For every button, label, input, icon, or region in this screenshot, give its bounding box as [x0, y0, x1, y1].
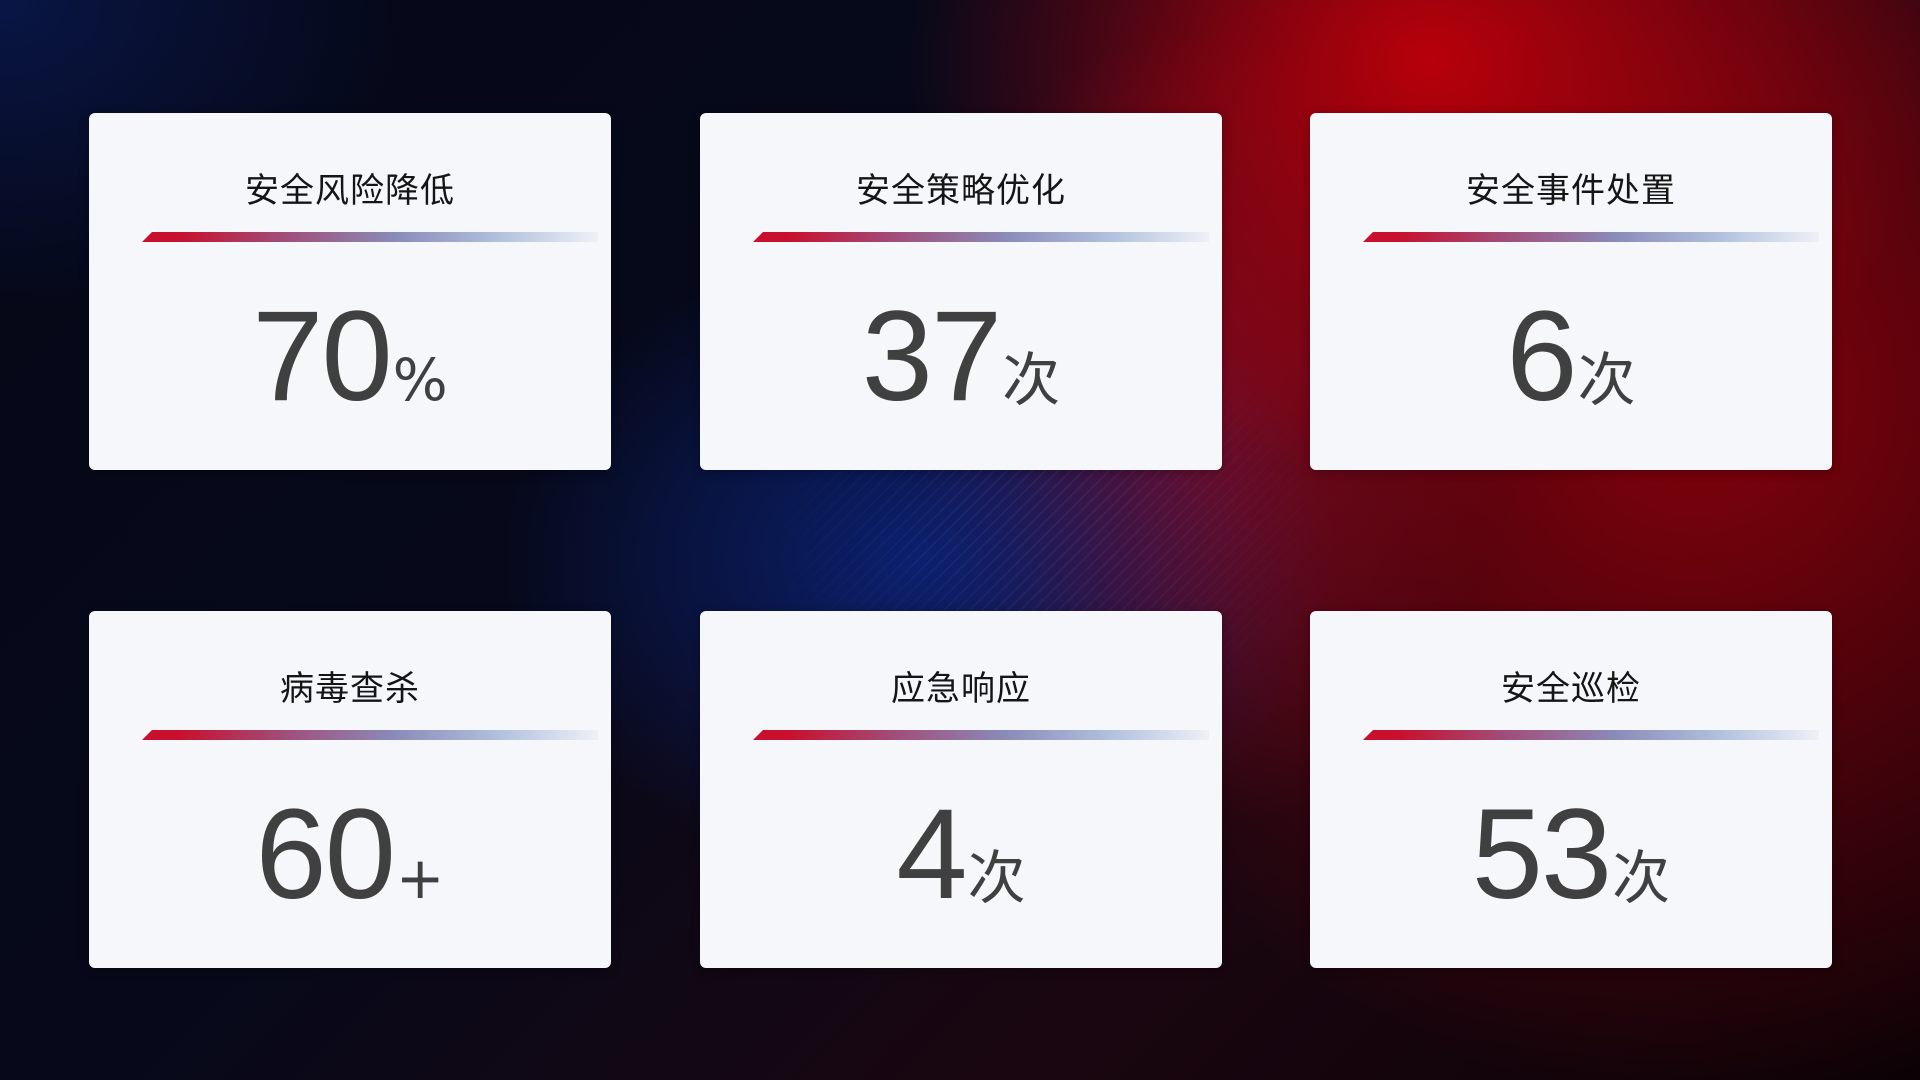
- value-unit: +: [395, 844, 445, 912]
- value-number: 60: [255, 783, 396, 926]
- card-value: 53次: [1310, 781, 1832, 928]
- card-value: 60+: [89, 781, 611, 928]
- card-title: 安全巡检: [1501, 669, 1641, 709]
- value-unit: 次: [967, 844, 1026, 912]
- card-value: 37次: [700, 283, 1222, 430]
- stat-card-incident-handling: 安全事件处置 6次: [1310, 113, 1832, 470]
- value-number: 70: [252, 285, 392, 428]
- gradient-divider: [753, 232, 1209, 242]
- value-unit: 次: [1612, 844, 1671, 912]
- value-number: 53: [1471, 783, 1612, 926]
- card-title: 病毒查杀: [280, 669, 420, 709]
- gradient-divider: [1363, 730, 1819, 740]
- stat-card-risk-reduction: 安全风险降低 70%: [89, 113, 611, 470]
- card-title: 安全风险降低: [245, 171, 455, 211]
- gradient-divider: [142, 730, 598, 740]
- card-title: 安全策略优化: [856, 171, 1066, 211]
- card-title: 安全事件处置: [1466, 171, 1676, 211]
- card-title: 应急响应: [891, 669, 1031, 709]
- value-number: 37: [861, 285, 1002, 428]
- value-unit: 次: [1577, 346, 1636, 414]
- stat-card-security-patrol: 安全巡检 53次: [1310, 611, 1832, 968]
- card-value: 4次: [700, 781, 1222, 928]
- stat-card-policy-optimization: 安全策略优化 37次: [700, 113, 1222, 470]
- value-number: 6: [1506, 285, 1577, 428]
- value-number: 4: [896, 783, 967, 926]
- value-unit: 次: [1002, 346, 1061, 414]
- stat-card-virus-removal: 病毒查杀 60+: [89, 611, 611, 968]
- card-value: 70%: [89, 283, 611, 430]
- card-value: 6次: [1310, 283, 1832, 430]
- gradient-divider: [753, 730, 1209, 740]
- gradient-divider: [1363, 232, 1819, 242]
- value-unit: %: [392, 346, 448, 414]
- gradient-divider: [142, 232, 598, 242]
- stat-card-emergency-response: 应急响应 4次: [700, 611, 1222, 968]
